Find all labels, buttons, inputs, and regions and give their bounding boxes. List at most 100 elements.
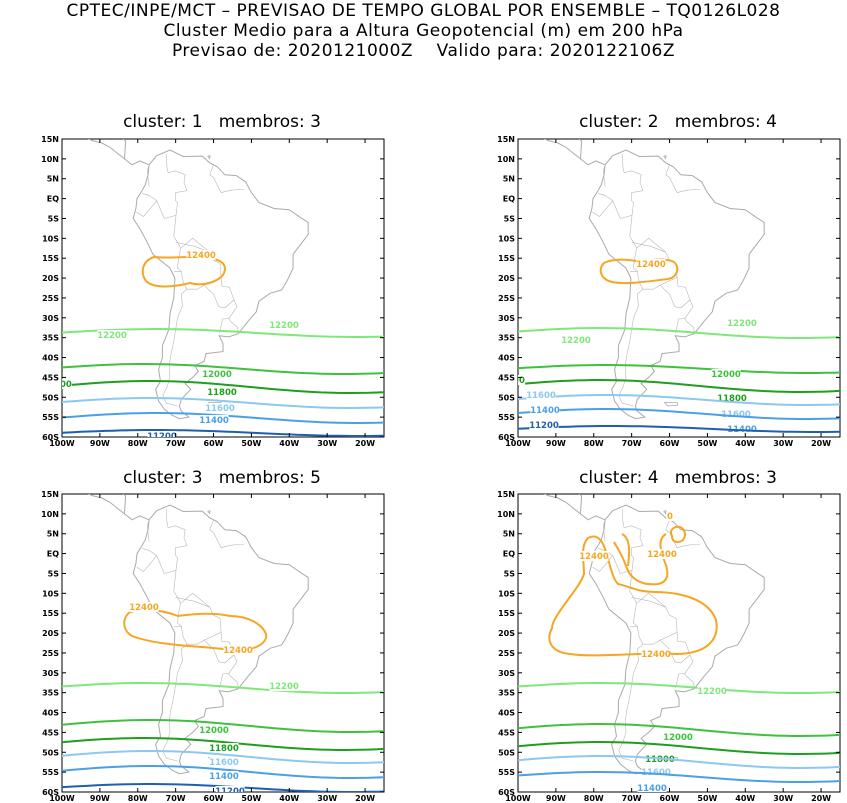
lon-label: 50W [697,794,717,803]
lat-label: 60S [42,788,59,797]
lat-label: 40S [42,354,59,363]
contour-label-12200: 12200 [697,687,727,697]
lat-label: 10S [498,589,515,598]
country-border [659,277,691,309]
lat-label: 30S [42,669,59,678]
lon-label: 70W [166,439,186,448]
lat-label: 50S [42,748,59,757]
contour-12400 [599,258,679,285]
contour-label-12200: 12200 [727,319,757,329]
country-border [602,519,606,542]
lat-label: 20S [498,274,515,283]
lon-label: 30W [773,794,793,803]
country-border [228,673,239,688]
lon-label: 20W [355,439,375,448]
lat-label: 15N [41,135,59,144]
lat-label: 30S [498,314,515,323]
caribbean-island [119,107,157,119]
lat-label: 45S [498,373,515,382]
header-line-3: Previsao de: 2020121000Z Valido para: 20… [171,41,675,61]
caribbean-island [663,155,667,160]
contour-11600 [62,750,384,764]
caribbean-island [575,462,613,474]
country-border [665,519,700,548]
lat-label: 20S [498,629,515,638]
caribbean-island [186,126,192,128]
lon-label: 80W [584,439,604,448]
lat-label: 20S [42,629,59,638]
contour-label-11800: 11800 [717,394,747,404]
lat-label: 55S [42,413,59,422]
country-border [180,237,222,290]
contour-12200 [518,327,840,339]
lat-label: 10N [497,155,515,164]
contour-12400 [548,535,718,657]
country-border [618,271,644,407]
central-america-coastline [87,494,150,521]
country-border [592,200,613,217]
lon-label: 80W [128,439,148,448]
contour-label-11800: 800 [507,376,525,386]
lat-label: 35S [498,689,515,698]
country-border [631,597,666,608]
lon-label: 90W [546,439,566,448]
lon-label: 40W [279,439,299,448]
lon-label: 60W [204,794,224,803]
lon-label: 70W [622,794,642,803]
lat-label: 25S [498,649,515,658]
lat-label: EQ [47,550,59,559]
country-border [228,318,239,333]
map-panel-2: 1240012200122001200011800800116001160011… [497,135,841,448]
south-america-coastline [588,149,765,420]
lat-label: 50S [498,393,515,402]
falkland-islands [663,402,679,407]
lon-label: 20W [355,794,375,803]
map-panel-3: 12400 12400 12200 12000 11800 11600 11400 11200… [41,490,385,803]
contour-label-11400: 11400 [530,406,560,416]
contour-label-11800: 11800 [209,744,239,754]
lat-label: 50S [498,748,515,757]
lon-label: 70W [166,794,186,803]
lon-label: 60W [660,794,680,803]
contour-11800 [518,741,840,755]
lat-label: 40S [42,709,59,718]
south-america-coastline [588,504,765,775]
lat-label: EQ [503,550,515,559]
lat-label: 30S [42,314,59,323]
country-border [180,592,222,645]
contour-11400 [518,408,840,420]
country-border [636,592,678,645]
lon-label: 30W [317,439,337,448]
lat-label: 40S [498,354,515,363]
header-line-2: Cluster Medio para a Altura Geopotencial… [163,21,684,41]
panel-3-title: cluster: 3 membros: 5 [123,468,321,488]
contour-12200 [62,682,384,694]
contour-label-12200: 12200 [561,336,591,346]
contour-11600 [62,397,384,409]
country-border [175,597,210,608]
lon-label: 50W [241,439,261,448]
lat-label: 5N [47,175,59,184]
country-border [142,509,188,574]
contour-label-11200: 11200 [215,787,245,797]
lon-label: 90W [546,794,566,803]
contour-12200 [518,682,840,694]
map-content: 1240012200122001200011800800116001160011… [507,139,840,435]
panel-2-title: cluster: 2 membros: 4 [579,112,777,132]
contour-label-11800: 1800 [48,380,72,390]
central-america-coastline [87,139,150,166]
contour-label-11600: 11600 [205,404,235,414]
lat-label: 55S [498,413,515,422]
contour-label-11400: 11400 [637,784,667,794]
contour-label-12000: 12000 [711,370,741,380]
lon-label: 60W [660,439,680,448]
lat-label: 5N [47,530,59,539]
lat-label: 10S [498,234,515,243]
lat-label: 45S [42,373,59,382]
lon-label: 40W [735,439,755,448]
panel-4-title: cluster: 4 membros: 3 [579,468,777,488]
country-border [675,654,694,688]
south-america-coastline [132,149,309,420]
central-america-coastline [543,494,606,521]
